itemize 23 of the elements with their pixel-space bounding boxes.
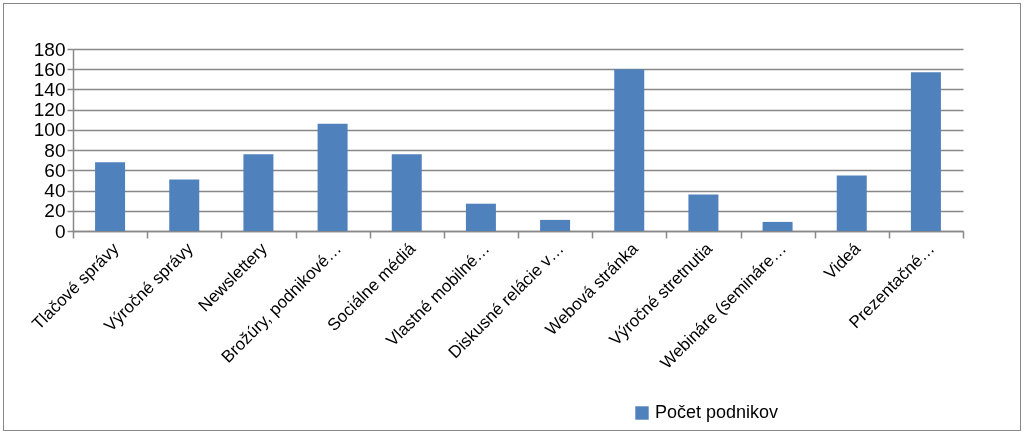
legend-label: Počet podnikov bbox=[655, 402, 779, 422]
y-tick-label: 160 bbox=[33, 58, 66, 80]
bar bbox=[836, 175, 867, 231]
y-tick-label: 100 bbox=[33, 119, 66, 141]
y-tick-label: 60 bbox=[44, 159, 66, 181]
bar bbox=[243, 154, 274, 231]
bar bbox=[317, 123, 348, 231]
bar bbox=[169, 179, 200, 231]
y-tick-label: 40 bbox=[44, 180, 66, 202]
bar bbox=[465, 203, 496, 231]
y-tick-label: 120 bbox=[33, 99, 66, 121]
bar bbox=[762, 221, 793, 231]
bar bbox=[614, 69, 645, 231]
bar bbox=[688, 194, 719, 231]
y-tick-label: 0 bbox=[54, 220, 66, 242]
bar bbox=[910, 72, 941, 231]
y-tick-label: 180 bbox=[33, 38, 66, 60]
bar bbox=[95, 162, 126, 231]
y-tick-label: 20 bbox=[44, 200, 66, 222]
bar bbox=[391, 154, 422, 231]
y-tick-label: 140 bbox=[33, 78, 66, 100]
y-tick-label: 80 bbox=[44, 139, 66, 161]
bar bbox=[540, 219, 571, 231]
